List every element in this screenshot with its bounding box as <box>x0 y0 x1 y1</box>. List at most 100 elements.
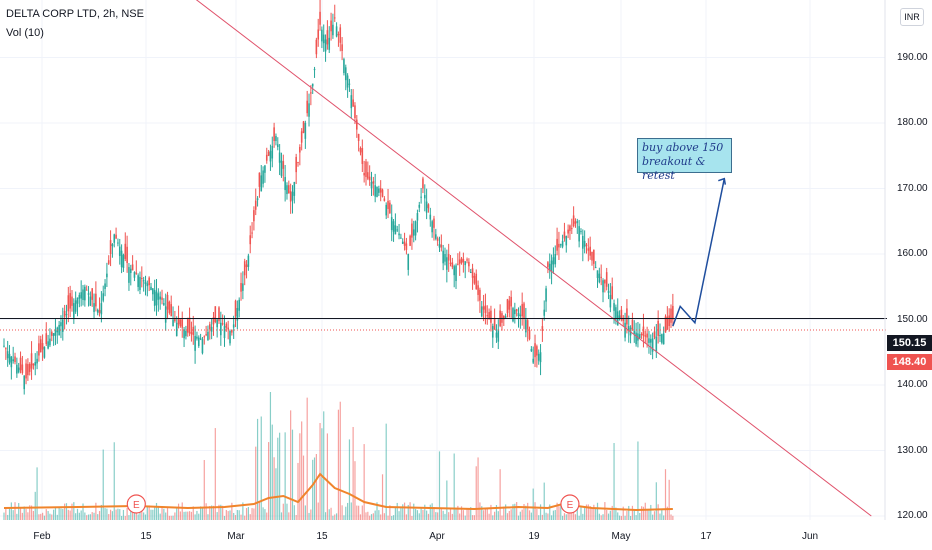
earnings-marker-label: E <box>567 500 574 511</box>
candle-body <box>615 307 617 320</box>
candle-body <box>503 315 505 320</box>
candle-body <box>214 306 217 322</box>
volume-bar <box>100 504 102 520</box>
candle-body <box>144 281 147 285</box>
currency-badge[interactable]: INR <box>900 8 924 26</box>
candle-body <box>433 218 435 228</box>
candle-body <box>39 339 42 353</box>
volume-bar <box>321 428 323 520</box>
y-tick-label: 140.00 <box>897 379 928 390</box>
volume-indicator-label[interactable]: Vol (10) <box>6 27 44 39</box>
candle-body <box>552 257 555 265</box>
candle-body <box>440 244 443 248</box>
candle-body <box>54 330 57 336</box>
candle-body <box>653 331 656 338</box>
candle-body <box>666 316 669 330</box>
candle-body <box>106 273 108 278</box>
volume-bar <box>223 515 226 520</box>
volume-bar <box>157 506 159 520</box>
volume-bar <box>154 506 156 520</box>
candle-body <box>238 299 240 311</box>
candle-body <box>63 310 66 317</box>
volume-bar <box>374 510 376 520</box>
volume-bar <box>137 514 139 520</box>
candle-body <box>284 177 286 191</box>
volume-bar <box>516 502 518 520</box>
volume-bar <box>613 443 615 520</box>
candle-body <box>302 121 305 133</box>
volume-bar <box>41 512 44 520</box>
volume-bar <box>508 510 510 520</box>
candle-body <box>580 231 582 233</box>
volume-bar <box>86 515 88 520</box>
volume-bar <box>343 515 345 520</box>
candle-body <box>122 254 125 268</box>
volume-bar <box>111 511 114 520</box>
candle-body <box>620 309 623 320</box>
volume-bar <box>396 502 398 520</box>
volume-bar <box>606 510 608 520</box>
volume-bar <box>40 513 42 520</box>
volume-bar <box>71 503 73 520</box>
trade-note[interactable]: buy above 150 breakout & retest <box>637 138 732 182</box>
volume-bar <box>165 512 167 520</box>
volume-bar <box>563 513 566 520</box>
candle-body <box>146 283 149 287</box>
candle-body <box>642 326 645 336</box>
candle-body <box>477 285 479 295</box>
candle-body <box>142 280 145 282</box>
candle-body <box>102 293 105 301</box>
volume-bar <box>335 513 338 520</box>
candle-body <box>593 250 595 264</box>
candle-body <box>242 283 244 291</box>
volume-bar <box>642 506 645 520</box>
volume-bar <box>543 482 545 520</box>
volume-bar <box>519 511 521 520</box>
candle-body <box>390 217 393 230</box>
volume-bar <box>304 505 306 520</box>
volume-bar <box>415 508 417 520</box>
volume-bar <box>45 509 47 520</box>
candle-body <box>662 333 665 345</box>
volume-bar <box>288 512 290 520</box>
volume-bar <box>284 432 286 520</box>
volume-bar <box>69 510 71 520</box>
candle-body <box>126 246 128 264</box>
candle-body <box>356 119 358 130</box>
candle-body <box>438 244 441 248</box>
candle-body <box>205 334 207 336</box>
candle-body <box>8 353 11 363</box>
candle-body <box>23 375 26 390</box>
volume-bar <box>54 507 57 520</box>
x-tick-label: 15 <box>316 531 328 542</box>
volume-bar <box>650 504 652 520</box>
candle-body <box>490 310 492 323</box>
volume-bar <box>115 509 117 520</box>
y-tick-label: 150.00 <box>897 313 928 325</box>
candle-body <box>141 278 143 280</box>
candle-body <box>539 352 542 363</box>
volume-bar <box>352 426 354 520</box>
candle-body <box>186 317 189 333</box>
volume-bar <box>227 511 229 520</box>
candle-body <box>370 181 373 189</box>
candle-body <box>418 204 421 208</box>
volume-bar <box>308 512 310 520</box>
candle-body <box>273 127 275 142</box>
candle-body <box>322 34 325 44</box>
volume-bar <box>444 513 446 520</box>
candle-body <box>651 338 654 352</box>
candle-body <box>346 75 349 88</box>
volume-bar <box>121 515 123 520</box>
candle-body <box>480 306 483 317</box>
volume-bar <box>290 410 292 520</box>
x-tick-label: Feb <box>33 531 51 542</box>
volume-bar <box>104 508 106 520</box>
candle-body <box>100 303 103 315</box>
y-tick-label: 180.00 <box>897 117 928 128</box>
volume-bar <box>62 509 64 520</box>
candle-body <box>574 221 577 224</box>
volume-bar <box>549 504 551 520</box>
candle-body <box>34 362 37 366</box>
